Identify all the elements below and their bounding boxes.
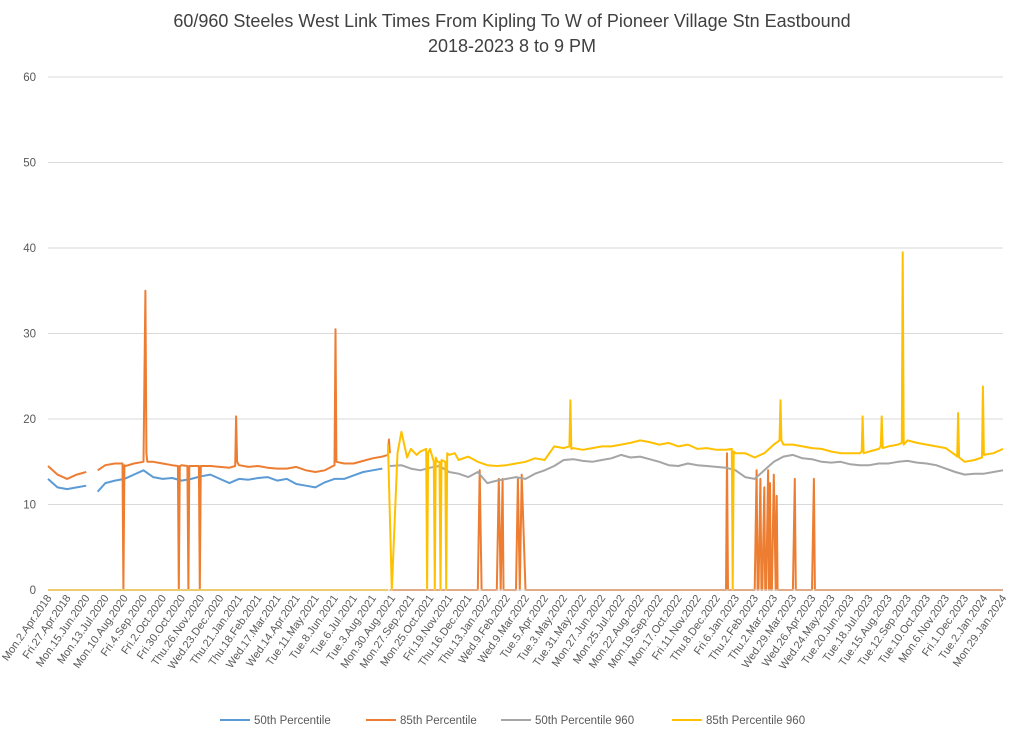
series-lines — [47, 251, 1004, 591]
series-line-segment — [389, 453, 1004, 485]
series-line-segment — [47, 465, 87, 480]
series-line-segment — [387, 251, 1004, 591]
y-tick-label: 20 — [23, 414, 36, 426]
series-line-segment — [389, 452, 1003, 591]
legend-label: 85th Percentile 960 — [706, 715, 805, 727]
series-line-segment — [47, 478, 87, 491]
y-axis-ticks: 0 10 20 30 40 50 60 — [23, 72, 36, 597]
y-tick-label: 60 — [23, 72, 36, 84]
chart-title-line-1: 60/960 Steeles West Link Times From Kipl… — [173, 11, 850, 31]
series-50th-percentile — [47, 467, 383, 493]
series-85th-percentile-960 — [48, 251, 1004, 591]
y-tick-label: 40 — [23, 243, 36, 255]
series-line-segment — [97, 289, 391, 591]
chart-title-line-2: 2018-2023 8 to 9 PM — [428, 36, 596, 56]
series-line-segment — [96, 467, 383, 493]
legend-label: 50th Percentile — [254, 715, 331, 727]
legend-label: 85th Percentile — [400, 715, 477, 727]
legend-label: 50th Percentile 960 — [535, 715, 634, 727]
y-tick-label: 50 — [23, 158, 36, 170]
series-85th-percentile — [47, 289, 1003, 591]
legend: 50th Percentile 85th Percentile 50th Perce… — [220, 715, 805, 727]
series-50th-percentile-960 — [389, 453, 1004, 485]
x-axis-ticks: Mon.2.Apr.2018Fri.27.Apr.2018Mon.15.Jun.… — [0, 589, 1009, 672]
gridlines — [48, 76, 1003, 591]
y-tick-label: 0 — [30, 585, 36, 597]
y-tick-label: 30 — [23, 329, 36, 341]
y-tick-label: 10 — [23, 500, 36, 512]
